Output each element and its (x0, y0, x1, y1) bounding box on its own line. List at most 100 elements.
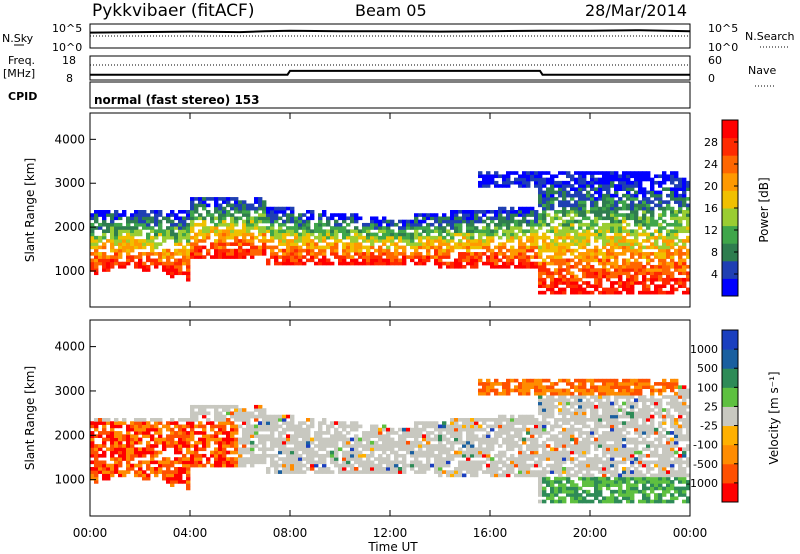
power-cell (618, 245, 623, 250)
velocity-cell (538, 421, 543, 425)
power-cell (134, 216, 139, 221)
power-cell (370, 239, 375, 243)
velocity-cell (226, 457, 231, 461)
velocity-cell (598, 404, 603, 409)
velocity-cell (574, 470, 579, 474)
power-cell (270, 213, 275, 217)
velocity-cell (494, 470, 499, 474)
velocity-cell (382, 457, 387, 461)
power-cell (350, 216, 355, 221)
velocity-cell (434, 427, 439, 432)
power-cell (378, 222, 383, 227)
velocity-cell (310, 450, 315, 455)
power-cell (670, 180, 675, 185)
velocity-cell (210, 463, 215, 468)
power-cell (306, 248, 311, 253)
power-cell (578, 197, 583, 201)
velocity-cell (526, 447, 531, 452)
power-cell (642, 281, 647, 285)
power-cell (626, 197, 631, 201)
power-cell (302, 239, 307, 243)
power-cell (446, 232, 451, 237)
velocity-cell (554, 460, 559, 465)
velocity-cell (234, 404, 239, 409)
power-cell (506, 216, 511, 221)
velocity-cell (406, 444, 411, 448)
power-cell (562, 184, 567, 188)
power-cell (190, 235, 195, 240)
velocity-cell (318, 453, 323, 458)
velocity-cell (282, 440, 287, 445)
velocity-cell (338, 437, 343, 442)
power-cell (186, 252, 191, 256)
velocity-cell (286, 467, 291, 471)
velocity-cell (558, 460, 563, 465)
power-cell (250, 245, 255, 250)
power-cell (394, 255, 399, 259)
velocity-cell (578, 493, 583, 497)
power-cell (166, 226, 171, 230)
velocity-cell (546, 453, 551, 458)
power-cell (558, 229, 563, 234)
velocity-cell (606, 414, 611, 419)
power-cell (562, 290, 567, 295)
power-cell (670, 271, 675, 276)
power-cell (374, 235, 379, 240)
velocity-cell (538, 385, 543, 389)
velocity-cell (330, 434, 335, 438)
velocity-cell (522, 437, 527, 442)
power-cell (646, 203, 651, 208)
power-cell (310, 252, 315, 256)
velocity-cell (302, 470, 307, 474)
velocity-cell (582, 453, 587, 458)
velocity-cell (526, 378, 531, 383)
velocity-cell (594, 486, 599, 491)
power-cell (674, 171, 679, 175)
velocity-cell (370, 460, 375, 465)
velocity-cell (334, 447, 339, 452)
power-cell (518, 226, 523, 230)
power-cell (638, 190, 643, 195)
power-cell (94, 248, 99, 253)
power-cell (130, 258, 135, 263)
power-cell (522, 213, 527, 217)
velocity-cell (158, 437, 163, 442)
power-cell (114, 226, 119, 230)
power-cell (282, 229, 287, 234)
velocity-cell (466, 444, 471, 448)
power-cell (606, 180, 611, 185)
power-cell (602, 216, 607, 221)
power-cell (650, 242, 655, 246)
velocity-cell (554, 421, 559, 425)
velocity-cell (354, 444, 359, 448)
velocity-cell (518, 434, 523, 438)
power-cell (606, 216, 611, 221)
power-cell (306, 252, 311, 256)
velocity-cell (266, 467, 271, 471)
velocity-cell (270, 460, 275, 465)
velocity-cell (370, 444, 375, 448)
velocity-cell (638, 476, 643, 481)
velocity-cell (566, 493, 571, 497)
power-cell (122, 242, 127, 246)
power-cell (602, 252, 607, 256)
velocity-cell (586, 401, 591, 406)
power-cell (590, 184, 595, 188)
power-cell (546, 177, 551, 182)
velocity-cell (546, 431, 551, 435)
power-cell (626, 290, 631, 295)
power-cell (610, 264, 615, 269)
power-cell (606, 287, 611, 292)
velocity-cell (134, 418, 139, 422)
velocity-cell (162, 437, 167, 442)
power-cell (198, 252, 203, 256)
power-cell (342, 219, 347, 224)
power-cell (670, 174, 675, 179)
power-cell (146, 226, 151, 230)
velocity-cell (606, 480, 611, 484)
cpid-panel: CPID normal (fast stereo) 153 (8, 81, 691, 109)
velocity-cell (550, 483, 555, 487)
power-cell (410, 252, 415, 256)
power-cell (598, 171, 603, 175)
velocity-cell (554, 486, 559, 491)
